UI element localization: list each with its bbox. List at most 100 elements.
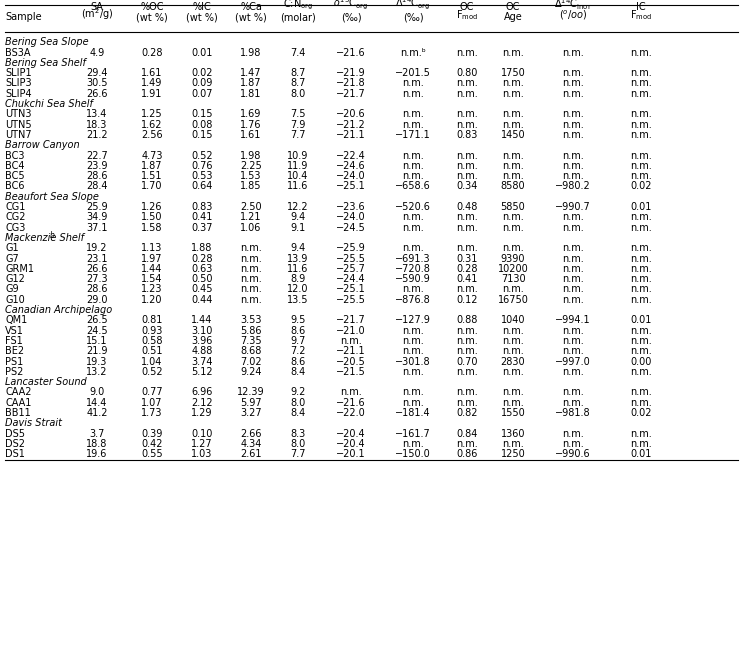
Text: (wt %): (wt %) [186,12,218,22]
Text: 13.2: 13.2 [86,367,108,377]
Text: n.m.: n.m. [456,336,478,346]
Text: 1.04: 1.04 [141,356,163,366]
Text: C:N$_\mathrm{org}$: C:N$_\mathrm{org}$ [283,0,313,12]
Text: n.m.: n.m. [502,212,524,222]
Text: 1040: 1040 [501,316,525,326]
Text: 8.3: 8.3 [291,429,305,439]
Text: 0.10: 0.10 [191,429,212,439]
Text: 1.44: 1.44 [141,264,163,274]
Text: 7.02: 7.02 [240,356,262,366]
Text: OC: OC [506,2,520,12]
Text: n.m.: n.m. [562,212,584,222]
Text: 1.27: 1.27 [191,439,212,449]
Text: −21.2: −21.2 [336,120,366,130]
Text: n.m.: n.m. [502,120,524,130]
Text: n.m.: n.m. [630,109,652,119]
Text: PS2: PS2 [5,367,23,377]
Text: 13.9: 13.9 [288,254,308,264]
Text: 1.06: 1.06 [240,222,262,232]
Text: 7.5: 7.5 [291,109,306,119]
Text: n.m.: n.m. [562,367,584,377]
Text: n.m.: n.m. [630,79,652,89]
Text: −658.6: −658.6 [395,182,431,192]
Text: Mackenzie Shelf: Mackenzie Shelf [5,233,84,243]
Text: 27.3: 27.3 [86,274,108,284]
Text: 4.73: 4.73 [141,151,163,161]
Text: n.m.: n.m. [240,264,262,274]
Text: 10.4: 10.4 [288,171,308,181]
Text: n.m.: n.m. [402,222,424,232]
Text: n.m.: n.m. [402,89,424,99]
Text: 0.88: 0.88 [456,316,478,326]
Text: 23.1: 23.1 [86,254,108,264]
Text: −25.9: −25.9 [336,243,366,253]
Text: n.m.: n.m. [562,398,584,408]
Text: n.m.: n.m. [240,295,262,305]
Text: 0.64: 0.64 [191,182,212,192]
Text: n.m.: n.m. [562,346,584,356]
Text: 3.53: 3.53 [240,316,262,326]
Text: n.m.: n.m. [562,47,584,57]
Text: n.m.: n.m. [502,439,524,449]
Text: 0.07: 0.07 [191,89,212,99]
Text: n.m.: n.m. [562,171,584,181]
Text: −171.1: −171.1 [395,130,431,140]
Text: n.m.: n.m. [402,284,424,294]
Text: 1.91: 1.91 [141,89,163,99]
Text: n.m.: n.m. [456,212,478,222]
Text: n.m.: n.m. [402,161,424,171]
Text: n.m.: n.m. [502,222,524,232]
Text: 7130: 7130 [501,274,525,284]
Text: 9390: 9390 [501,254,525,264]
Text: n.m.: n.m. [562,295,584,305]
Text: n.m.: n.m. [402,171,424,181]
Text: −21.7: −21.7 [336,89,366,99]
Text: 1360: 1360 [501,429,525,439]
Text: F$_\mathrm{mod}$: F$_\mathrm{mod}$ [630,8,652,22]
Text: n.m.: n.m. [502,388,524,398]
Text: 18.8: 18.8 [86,439,108,449]
Text: 0.41: 0.41 [191,212,212,222]
Text: n.m.: n.m. [562,243,584,253]
Text: n.m.: n.m. [402,346,424,356]
Text: 2.66: 2.66 [240,429,262,439]
Text: 1450: 1450 [501,130,525,140]
Text: DS1: DS1 [5,450,25,460]
Text: 0.58: 0.58 [141,336,163,346]
Text: n.m.: n.m. [630,89,652,99]
Text: n.m.: n.m. [630,120,652,130]
Text: n.m.: n.m. [562,264,584,274]
Text: 1.70: 1.70 [141,182,163,192]
Text: 8.6: 8.6 [291,356,305,366]
Text: 29.0: 29.0 [86,295,108,305]
Text: n.m.: n.m. [630,47,652,57]
Text: 8.4: 8.4 [291,367,305,377]
Text: n.m.: n.m. [562,326,584,336]
Text: 8.0: 8.0 [291,439,305,449]
Text: 0.63: 0.63 [191,264,212,274]
Text: G12: G12 [5,274,25,284]
Text: 28.6: 28.6 [86,284,108,294]
Text: 7.7: 7.7 [291,450,306,460]
Text: n.m.: n.m. [630,346,652,356]
Text: 7.7: 7.7 [291,130,306,140]
Text: 0.01: 0.01 [630,202,652,212]
Text: n.m.: n.m. [502,89,524,99]
Text: CAA1: CAA1 [5,398,31,408]
Text: 18.3: 18.3 [86,120,108,130]
Text: n.m.: n.m. [562,254,584,264]
Text: 0.39: 0.39 [141,429,163,439]
Text: %Ca: %Ca [240,2,262,12]
Text: −25.7: −25.7 [336,264,366,274]
Text: n.m.: n.m. [502,284,524,294]
Text: −150.0: −150.0 [395,450,431,460]
Text: n.m.: n.m. [502,336,524,346]
Text: 5850: 5850 [501,202,525,212]
Text: 34.9: 34.9 [86,212,108,222]
Text: n.m.: n.m. [456,243,478,253]
Text: 24.5: 24.5 [86,326,108,336]
Text: 29.4: 29.4 [86,68,108,78]
Text: G1: G1 [5,243,19,253]
Text: 1.03: 1.03 [191,450,212,460]
Text: 7.9: 7.9 [291,120,305,130]
